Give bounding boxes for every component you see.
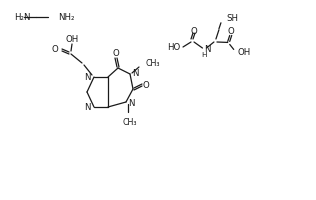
Text: O: O [51,46,58,54]
Text: N: N [132,68,138,77]
Text: N: N [128,98,135,108]
Text: NH₂: NH₂ [58,12,75,21]
Text: N: N [84,102,91,112]
Text: O: O [227,27,234,36]
Text: N: N [84,72,91,82]
Text: OH: OH [238,48,251,57]
Text: OH: OH [65,36,79,45]
Text: O: O [112,49,119,58]
Text: H: H [202,52,207,58]
Text: O: O [143,80,149,90]
Text: N: N [204,45,211,54]
Text: H₂N: H₂N [14,12,31,21]
Text: HO: HO [167,44,180,52]
Text: SH: SH [226,14,238,23]
Text: CH₃: CH₃ [123,118,137,127]
Text: O: O [191,26,198,36]
Text: CH₃: CH₃ [145,60,160,68]
